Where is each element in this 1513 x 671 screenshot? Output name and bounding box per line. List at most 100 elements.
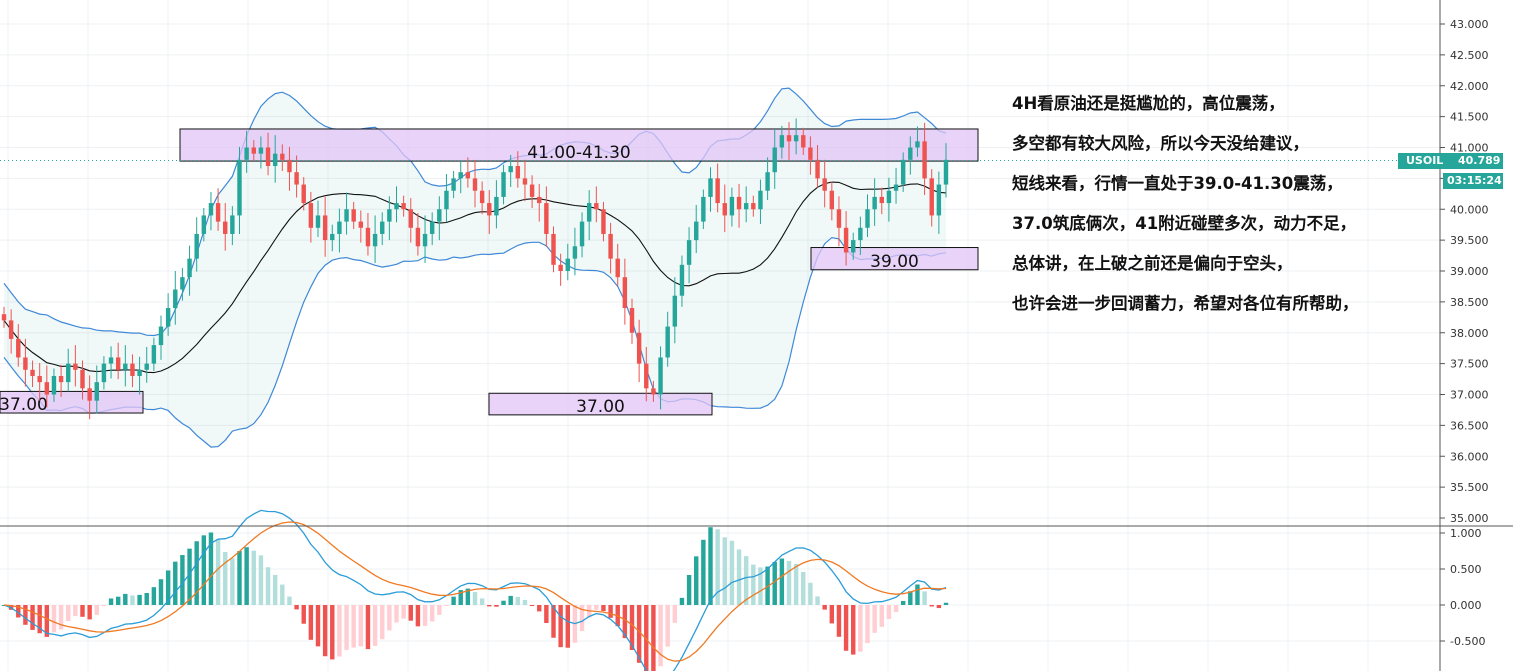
candle	[351, 201, 356, 230]
candle	[851, 232, 856, 260]
price-zones: 37.00 41.00-41.30 37.00 39.00	[0, 128, 979, 417]
macd-bar	[130, 595, 135, 605]
price-tick-label: 35.000	[1450, 512, 1489, 525]
price-tick-label: 43.000	[1450, 18, 1489, 31]
macd-bar	[444, 605, 449, 606]
macd-bar	[758, 567, 763, 605]
macd-bar	[208, 532, 214, 605]
macd-bar	[736, 549, 742, 605]
candle	[729, 187, 735, 227]
candle	[943, 143, 949, 198]
candle	[358, 210, 364, 243]
candle	[701, 189, 706, 230]
candle	[465, 157, 471, 188]
candle	[636, 319, 642, 383]
macd-bar	[123, 593, 128, 605]
candle	[73, 345, 78, 387]
macd-bar	[330, 605, 335, 660]
macd-bar	[494, 605, 499, 607]
price-tick-label: 41.000	[1450, 142, 1489, 155]
candle	[665, 311, 670, 367]
price-axis[interactable]: 43.00042.50042.00041.50041.00040.50040.0…	[1440, 18, 1489, 525]
candle	[258, 136, 264, 169]
candle	[815, 145, 820, 188]
analysis-note-line: 多空都有较大风险，所以今天没给建议，	[1012, 134, 1309, 153]
candle	[765, 157, 770, 200]
macd-bar	[651, 605, 656, 671]
macd-bar	[929, 605, 934, 607]
macd-axis[interactable]: 1.000 0.500 0.000 -0.500	[1440, 527, 1485, 648]
macd-bar	[793, 563, 799, 605]
candle	[401, 195, 406, 217]
candle	[115, 342, 121, 380]
candle	[551, 226, 556, 273]
macd-bar	[772, 561, 777, 605]
price-tick-label: 38.500	[1450, 296, 1489, 309]
macd-bar	[558, 605, 563, 648]
candle	[458, 161, 463, 194]
candle	[51, 368, 57, 402]
candle	[44, 365, 50, 408]
macd-bar	[173, 561, 178, 605]
macd-bar	[851, 605, 856, 655]
candle	[522, 159, 528, 202]
candle	[215, 188, 221, 231]
macd-bar	[679, 597, 685, 605]
candle	[529, 175, 535, 209]
candle	[380, 212, 385, 246]
macd-bar	[908, 591, 913, 605]
macd-bar	[608, 605, 613, 618]
macd-bar	[501, 600, 506, 605]
zone-box[interactable]	[0, 390, 144, 414]
candle	[808, 136, 813, 175]
macd-bar	[579, 605, 585, 632]
candle	[672, 277, 678, 344]
bollinger-lower-line	[3, 236, 947, 448]
macd-bar	[322, 605, 328, 657]
analysis-note-line: 37.0筑底俩次，41附近碰壁多次，动力不足，	[1012, 214, 1357, 233]
candle	[66, 348, 71, 392]
macd-bar	[380, 605, 385, 640]
candle	[130, 354, 135, 388]
macd-bar	[722, 537, 727, 605]
macd-bar	[280, 584, 285, 605]
candle	[629, 298, 635, 344]
candle	[893, 167, 899, 204]
macd-bar	[815, 596, 820, 605]
macd-histogram	[1, 527, 949, 671]
countdown-tag: 03:15:24	[1443, 172, 1503, 189]
candle	[843, 211, 849, 266]
candle	[615, 243, 620, 287]
macd-bar	[16, 605, 21, 618]
zone-box[interactable]	[179, 128, 979, 162]
candle	[793, 118, 799, 155]
macd-tick-label: 0.000	[1450, 599, 1482, 612]
macd-bar	[644, 605, 649, 671]
macd-bar	[230, 558, 235, 605]
zone-label: 39.00	[870, 252, 919, 272]
macd-bar	[80, 605, 85, 617]
countdown-label: 03:15:24	[1447, 173, 1502, 187]
candle	[679, 255, 685, 307]
candle	[272, 135, 278, 183]
candle	[173, 271, 178, 325]
macd-bar	[751, 564, 756, 605]
candle	[301, 177, 306, 211]
price-tick-label: 36.000	[1450, 450, 1489, 463]
macd-bar	[87, 605, 92, 620]
zone-box[interactable]	[488, 392, 713, 416]
macd-bar	[508, 595, 513, 605]
candle	[23, 338, 28, 387]
price-tick-label: 39.500	[1450, 234, 1489, 247]
candle	[872, 178, 877, 226]
macd-bar	[365, 605, 371, 650]
candle	[294, 155, 299, 198]
macd-bar	[115, 596, 121, 605]
candle	[187, 245, 192, 296]
price-tick-label: 37.500	[1450, 358, 1489, 371]
macd-bar	[872, 605, 877, 633]
macd-bar	[272, 574, 278, 605]
candle	[415, 212, 421, 256]
candle	[123, 345, 128, 387]
